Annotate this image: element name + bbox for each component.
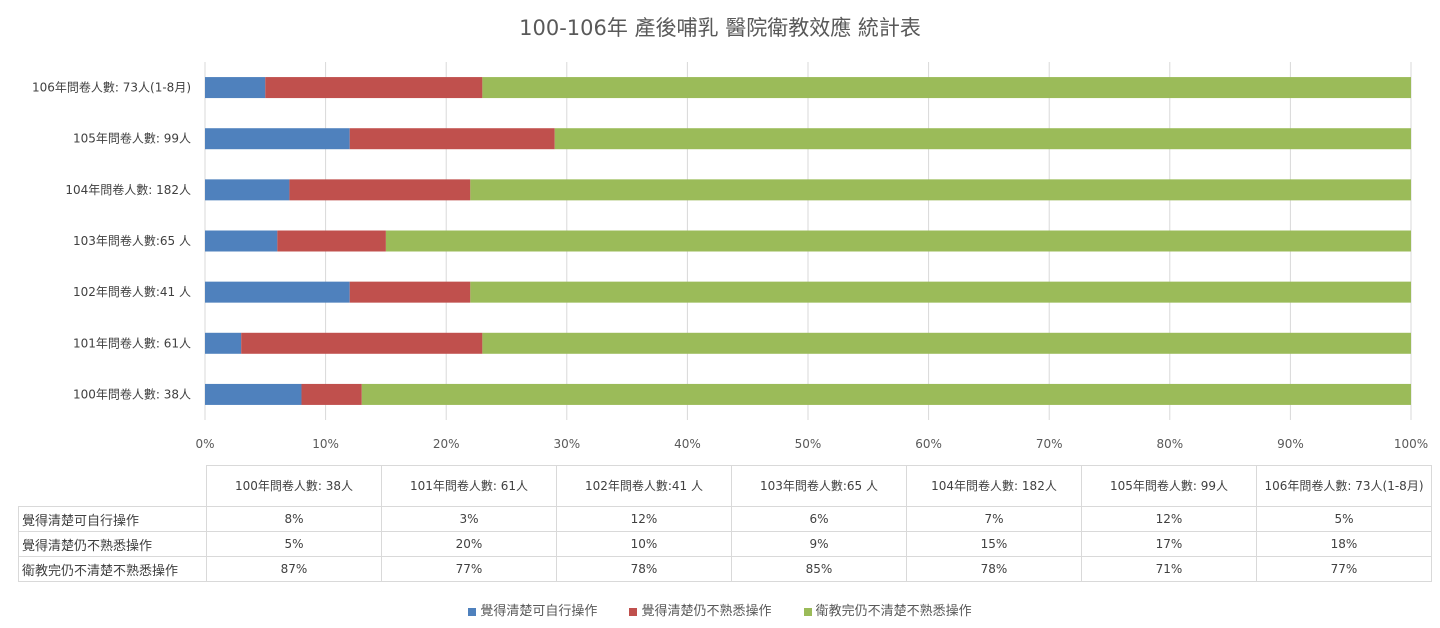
table-cell: 5% [1256,506,1432,532]
y-category-label: 101年問卷人數: 61人 [73,335,191,350]
x-tick-label: 0% [195,437,214,451]
table-corner [18,465,207,507]
table-cell: 9% [731,531,907,557]
x-tick-label: 80% [1156,437,1183,451]
legend: 覺得清楚可自行操作 覺得清楚仍不熟悉操作 衛教完仍不清楚不熟悉操作 [0,600,1440,619]
bar-segment [265,77,483,99]
y-category-label: 104年問卷人數: 182人 [65,182,191,197]
bar-segment [470,179,1411,201]
table-header-cell: 103年問卷人數:65 人 [731,465,907,507]
bar-segment [205,128,350,150]
table-cell: 10% [556,531,732,557]
y-category-label: 106年問卷人數: 73人(1-8月) [32,80,191,95]
table-cell: 78% [906,556,1082,582]
chart-title: 100-106年 產後哺乳 醫院衛教效應 統計表 [519,16,921,40]
table-header-cell: 104年問卷人數: 182人 [906,465,1082,507]
stacked-bar-chart: 0% 10% 20% 30% 40% 50% 60% 70% 80% 90% 100% 100年問卷人… [32,62,1428,451]
legend-item: 覺得清楚仍不熟悉操作 [629,600,772,619]
data-table: 100年問卷人數: 38人 101年問卷人數: 61人 102年問卷人數:41 … [18,465,1432,582]
bar-segment [205,281,350,303]
x-tick-label: 70% [1036,437,1063,451]
table-cell: 85% [731,556,907,582]
bar-segment [361,383,1411,405]
table-header-row: 100年問卷人數: 38人 101年問卷人數: 61人 102年問卷人數:41 … [18,465,1432,507]
bar-segment [241,332,483,354]
x-tick-label: 40% [674,437,701,451]
table-cell: 12% [556,506,732,532]
table-row-label: 衛教完仍不清楚不熟悉操作 [18,556,207,582]
table-row-label: 覺得清楚可自行操作 [18,506,207,532]
table-header-cell: 100年問卷人數: 38人 [206,465,382,507]
bar-segment [349,281,471,303]
table-cell: 3% [381,506,557,532]
x-tick-label: 50% [795,437,822,451]
table-cell: 12% [1081,506,1257,532]
bar-segment [205,179,290,201]
table-cell: 18% [1256,531,1432,557]
table-row: 覺得清楚可自行操作 8% 3% 12% 6% 7% 12% 5% [18,506,1432,532]
x-tick-label: 100% [1394,437,1428,451]
bar-segment [289,179,471,201]
bar-segment [205,77,266,99]
table-header-cell: 105年問卷人數: 99人 [1081,465,1257,507]
table-header-cell: 106年問卷人數: 73人(1-8月) [1256,465,1432,507]
table-header-cell: 101年問卷人數: 61人 [381,465,557,507]
bar-segment [482,77,1411,99]
x-tick-label: 10% [312,437,339,451]
table-row: 衛教完仍不清楚不熟悉操作 87% 77% 78% 85% 78% 71% 77% [18,556,1432,582]
bar-segment [205,383,302,405]
legend-label: 覺得清楚仍不熟悉操作 [641,604,772,619]
x-tick-label: 30% [553,437,580,451]
bar-segment [554,128,1411,150]
table-cell: 87% [206,556,382,582]
bar-segment [482,332,1411,354]
table-row-label: 覺得清楚仍不熟悉操作 [18,531,207,557]
table-header-cell: 102年問卷人數:41 人 [556,465,732,507]
x-tick-label: 60% [915,437,942,451]
table-cell: 7% [906,506,1082,532]
y-category-label: 102年問卷人數:41 人 [73,284,191,299]
legend-swatch-green [803,607,812,616]
x-tick-label: 90% [1277,437,1304,451]
table-cell: 77% [381,556,557,582]
bar-segment [470,281,1411,303]
bar-segment [277,230,386,252]
table-cell: 78% [556,556,732,582]
table-cell: 6% [731,506,907,532]
bar-segment [385,230,1411,252]
legend-label: 覺得清楚可自行操作 [480,604,598,619]
x-tick-label: 20% [433,437,460,451]
legend-item: 覺得清楚可自行操作 [468,600,597,619]
table-cell: 15% [906,531,1082,557]
y-category-label: 105年問卷人數: 99人 [73,131,191,146]
bar-segment [205,230,278,252]
table-cell: 17% [1081,531,1257,557]
bar-segment [205,332,242,354]
table-row: 覺得清楚仍不熟悉操作 5% 20% 10% 9% 15% 17% 18% [18,531,1432,557]
table-cell: 20% [381,531,557,557]
table-cell: 71% [1081,556,1257,582]
bar-segment [349,128,555,150]
legend-swatch-red [629,607,638,616]
y-category-label: 100年問卷人數: 38人 [73,386,191,401]
legend-swatch-blue [468,607,477,616]
table-cell: 8% [206,506,382,532]
legend-item: 衛教完仍不清楚不熟悉操作 [803,600,972,619]
y-category-label: 103年問卷人數:65 人 [73,233,191,248]
table-cell: 77% [1256,556,1432,582]
bar-segment [301,383,362,405]
table-cell: 5% [206,531,382,557]
legend-label: 衛教完仍不清楚不熟悉操作 [815,604,972,619]
